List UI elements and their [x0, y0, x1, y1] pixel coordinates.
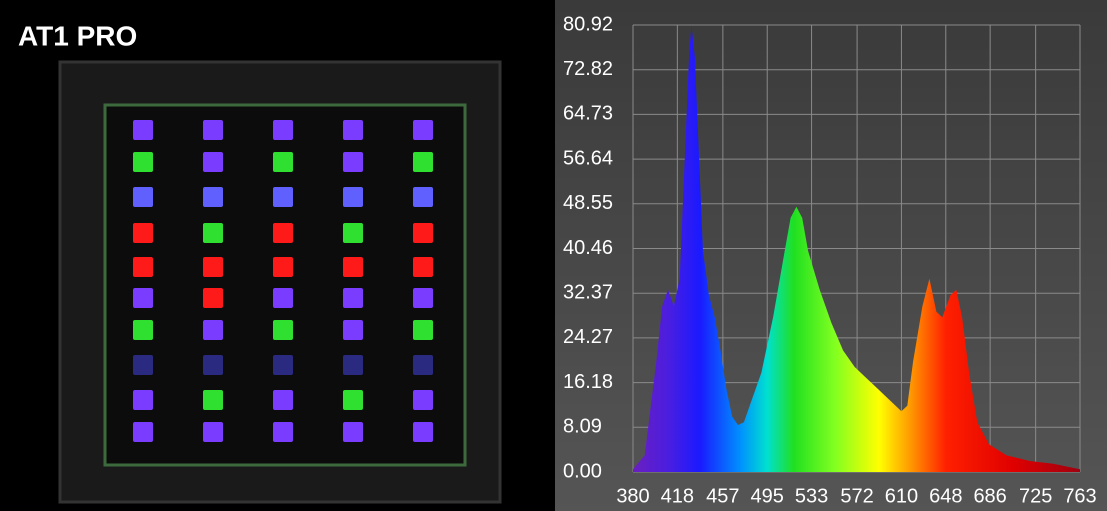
led [273, 223, 293, 243]
led [343, 120, 363, 140]
led [273, 288, 293, 308]
chart: 0.00 8.09 16.18 24.27 32.37 40.46 48.55 56.64 64… [563, 13, 1097, 507]
y-tick-label: 32.37 [563, 281, 613, 303]
led [133, 390, 153, 410]
led [413, 152, 433, 172]
led [273, 120, 293, 140]
led-array [133, 120, 433, 442]
led [203, 187, 223, 207]
led [133, 187, 153, 207]
y-tick-label: 8.09 [563, 416, 602, 438]
y-tick-label: 56.64 [563, 147, 613, 169]
led [133, 288, 153, 308]
led [273, 355, 293, 375]
led [343, 355, 363, 375]
led [343, 152, 363, 172]
led [343, 187, 363, 207]
x-tick-label: 457 [706, 485, 739, 507]
x-tick-label: 418 [661, 485, 694, 507]
led [343, 288, 363, 308]
x-tick-label: 763 [1063, 485, 1096, 507]
chart-title: AT1 PRO [18, 20, 137, 51]
y-tick-label: 48.55 [563, 192, 613, 214]
y-tick-label: 64.73 [563, 103, 613, 125]
led [203, 223, 223, 243]
led [133, 320, 153, 340]
led [203, 120, 223, 140]
x-tick-label: 572 [840, 485, 873, 507]
led [343, 257, 363, 277]
x-tick-label: 610 [885, 485, 918, 507]
x-tick-label: 533 [795, 485, 828, 507]
led [203, 320, 223, 340]
led [413, 120, 433, 140]
led [413, 288, 433, 308]
led [343, 422, 363, 442]
led [203, 288, 223, 308]
led [273, 390, 293, 410]
led [413, 257, 433, 277]
y-tick-label: 80.92 [563, 13, 613, 35]
y-tick-label: 40.46 [563, 237, 613, 259]
led [413, 223, 433, 243]
led [413, 422, 433, 442]
led [273, 257, 293, 277]
led [273, 152, 293, 172]
led [273, 422, 293, 442]
x-tick-label: 495 [751, 485, 784, 507]
led [203, 355, 223, 375]
x-tick-label: 686 [973, 485, 1006, 507]
led [133, 355, 153, 375]
y-tick-label: 72.82 [563, 58, 613, 80]
led [273, 320, 293, 340]
y-tick-label: 24.27 [563, 326, 613, 348]
led [413, 320, 433, 340]
spectrum-area [633, 25, 1080, 472]
led [413, 390, 433, 410]
led [343, 320, 363, 340]
x-tick-label: 725 [1019, 485, 1052, 507]
led [133, 152, 153, 172]
led [203, 390, 223, 410]
led [343, 223, 363, 243]
led [133, 120, 153, 140]
led [273, 187, 293, 207]
led [203, 152, 223, 172]
led [133, 257, 153, 277]
led [203, 422, 223, 442]
y-tick-label: 0.00 [563, 460, 602, 482]
y-tick-label: 16.18 [563, 371, 613, 393]
led [343, 390, 363, 410]
x-tick-label: 380 [616, 485, 649, 507]
led [133, 422, 153, 442]
led [413, 187, 433, 207]
led [203, 257, 223, 277]
led [133, 223, 153, 243]
led [413, 355, 433, 375]
x-tick-label: 648 [929, 485, 962, 507]
